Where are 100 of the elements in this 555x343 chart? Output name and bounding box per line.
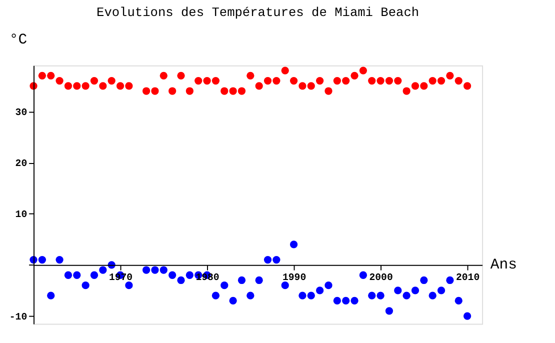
point <box>125 82 133 90</box>
point <box>454 296 462 305</box>
point <box>116 82 124 90</box>
point <box>298 82 306 90</box>
point <box>454 76 462 85</box>
point <box>151 266 159 274</box>
point <box>307 292 315 300</box>
point <box>99 82 107 90</box>
point <box>38 256 46 264</box>
point <box>463 82 472 90</box>
point <box>420 276 428 284</box>
point <box>47 292 55 300</box>
point <box>220 282 228 290</box>
point <box>290 76 298 85</box>
point <box>246 292 254 300</box>
point <box>56 76 64 85</box>
point <box>73 271 81 279</box>
point <box>342 296 350 305</box>
point <box>437 76 446 85</box>
point <box>411 286 420 294</box>
point <box>160 266 168 274</box>
y-axis-title: °C <box>9 32 28 48</box>
point <box>264 76 272 85</box>
point <box>394 286 402 294</box>
point <box>402 292 410 300</box>
point <box>272 76 280 85</box>
x-tick-label: 1990 <box>282 272 306 284</box>
point <box>316 76 324 85</box>
point <box>359 271 368 279</box>
x-axis-title: Ans <box>490 257 518 274</box>
point <box>82 282 90 290</box>
point <box>463 312 472 320</box>
point <box>56 256 64 264</box>
point <box>194 76 202 85</box>
point <box>437 286 446 294</box>
point <box>246 72 254 80</box>
point <box>125 282 133 290</box>
point <box>350 72 358 80</box>
point <box>272 256 280 264</box>
point <box>142 266 150 274</box>
x-tick-label: 2000 <box>369 272 393 284</box>
point <box>420 82 428 90</box>
point <box>142 87 150 95</box>
y-tick-label: 20 <box>15 158 28 170</box>
point <box>350 296 358 305</box>
point <box>446 72 454 80</box>
point <box>298 292 306 300</box>
y-tick-label: 30 <box>15 106 28 118</box>
point <box>177 276 185 284</box>
point <box>446 276 454 284</box>
point <box>385 76 394 85</box>
point <box>264 256 272 264</box>
point <box>333 296 341 305</box>
x-tick-label: 1970 <box>108 272 133 284</box>
point <box>186 87 194 95</box>
point <box>38 72 46 80</box>
point <box>333 76 341 85</box>
point <box>160 72 168 80</box>
point <box>177 72 185 80</box>
point <box>47 72 55 80</box>
point <box>428 76 436 85</box>
point <box>281 66 289 74</box>
point <box>368 292 376 300</box>
x-tick-label: 1980 <box>196 272 220 284</box>
x-tick-label: 2010 <box>456 272 480 284</box>
y-tick-label: -10 <box>9 311 28 322</box>
point <box>324 282 332 290</box>
point <box>212 292 220 300</box>
point <box>99 266 107 274</box>
point <box>186 271 194 279</box>
point <box>255 82 263 90</box>
point <box>212 76 220 85</box>
point <box>359 66 368 74</box>
y-tick-label: 10 <box>15 209 28 220</box>
point <box>229 296 237 305</box>
point <box>385 307 394 315</box>
point <box>64 271 72 279</box>
point <box>64 82 72 90</box>
point <box>238 87 246 95</box>
point <box>324 87 332 95</box>
point <box>168 87 176 95</box>
point <box>411 82 420 90</box>
point <box>220 87 228 95</box>
point <box>90 271 98 279</box>
point <box>376 292 384 300</box>
point <box>203 76 211 85</box>
point <box>151 87 159 95</box>
point <box>281 282 289 290</box>
point <box>73 82 81 90</box>
point <box>168 271 176 279</box>
point <box>316 286 324 294</box>
point <box>307 82 315 90</box>
point <box>238 276 246 284</box>
point <box>342 76 350 85</box>
point <box>428 292 436 300</box>
point <box>229 87 237 95</box>
point <box>376 76 384 85</box>
point <box>368 76 376 85</box>
point <box>255 276 263 284</box>
point <box>394 76 402 85</box>
